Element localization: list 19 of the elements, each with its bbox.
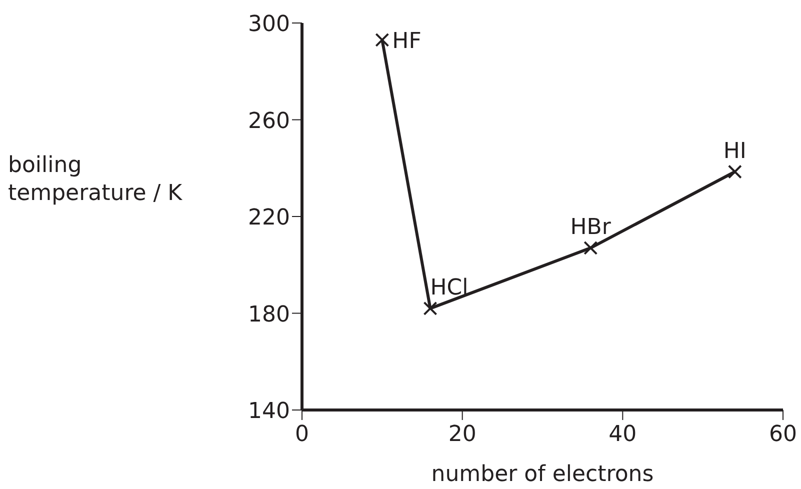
x-tick-label: 0 [295, 422, 309, 447]
y-axis-title: boiling temperature / K [8, 153, 183, 206]
x-tick-label: 20 [448, 422, 476, 447]
point [584, 240, 598, 255]
point [728, 164, 742, 179]
annotation: HI [723, 138, 746, 164]
annotation: HBr [570, 214, 612, 240]
y-tick-label: 140 [248, 399, 290, 424]
x-tick-label: 60 [769, 422, 797, 447]
point [375, 32, 390, 47]
y-tick-label: 220 [248, 206, 290, 230]
y-tick-label: 260 [248, 108, 290, 134]
point [423, 301, 438, 316]
x-tick-label: 40 [608, 422, 637, 447]
y-tick-label: 180 [248, 302, 290, 328]
annotation: HF [392, 28, 422, 54]
x-axis-title: number of electrons [431, 462, 654, 487]
annotation: HCl [430, 275, 468, 300]
y-tick-label: 300 [248, 12, 290, 37]
